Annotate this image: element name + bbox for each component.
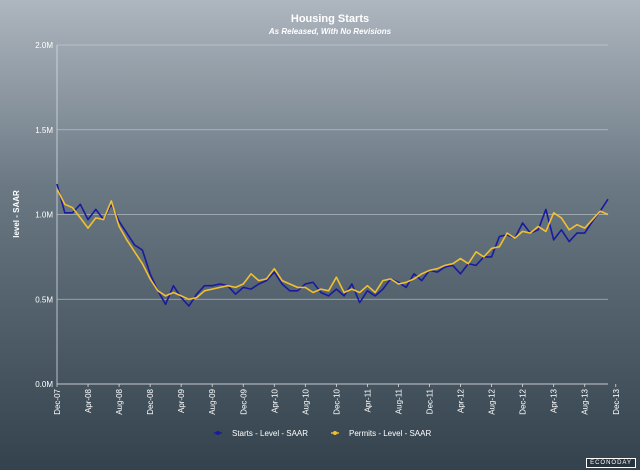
x-tick-label: Dec-08 xyxy=(146,388,155,414)
series-line-permits xyxy=(56,188,609,301)
x-tick-label: Dec-11 xyxy=(426,388,435,414)
x-tick-label: Apr-11 xyxy=(363,388,372,412)
x-tick-label: Dec-12 xyxy=(519,388,528,414)
chart-title: Housing Starts xyxy=(291,13,369,25)
x-tick-label: Dec-07 xyxy=(53,388,62,414)
legend-marker-permits xyxy=(333,431,337,435)
x-tick-label: Apr-12 xyxy=(457,388,466,413)
legend-label-permits: Permits - Level - SAAR xyxy=(349,429,431,438)
legend-label-starts: Starts - Level - SAAR xyxy=(232,429,308,438)
x-tick-label: Apr-08 xyxy=(84,388,93,413)
x-tick-label: Aug-08 xyxy=(115,388,124,414)
x-tick-label: Dec-13 xyxy=(612,388,621,414)
y-tick-label: 1.5M xyxy=(35,126,53,135)
grid xyxy=(56,44,608,385)
series-line-starts xyxy=(56,183,609,307)
x-tick-labels: Dec-07 Apr-08 Aug-08 Dec-08 Apr-09 Aug-09 Dec-… xyxy=(53,384,621,415)
x-tick-label: Aug-10 xyxy=(301,388,310,414)
x-tick-label: Aug-13 xyxy=(581,388,590,414)
x-tick-label: Dec-09 xyxy=(239,388,248,414)
x-tick-label: Aug-09 xyxy=(208,388,217,414)
x-tick-label: Apr-13 xyxy=(550,388,559,413)
x-tick-label: Apr-10 xyxy=(270,388,279,413)
x-tick-label: Aug-12 xyxy=(488,388,497,414)
y-tick-label: 1.0M xyxy=(35,211,53,220)
y-tick-label: 0.0M xyxy=(35,380,53,389)
series-layer xyxy=(56,183,609,307)
chart-subtitle: As Released, With No Revisions xyxy=(268,27,392,36)
x-tick-label: Apr-09 xyxy=(177,388,186,413)
y-tick-label: 0.5M xyxy=(35,295,53,304)
x-tick-label: Aug-11 xyxy=(394,388,403,414)
y-axis-label: level - SAAR xyxy=(12,190,21,238)
y-tick-labels: 0.0M 0.5M 1.0M 1.5M 2.0M xyxy=(35,41,53,389)
y-tick-label: 2.0M xyxy=(35,41,53,50)
legend-marker-starts xyxy=(216,431,220,435)
legend: Starts - Level - SAAR Permits - Level - S… xyxy=(214,429,431,438)
econoday-logo: ECONODAY xyxy=(586,458,636,468)
x-tick-label: Dec-10 xyxy=(332,388,341,414)
